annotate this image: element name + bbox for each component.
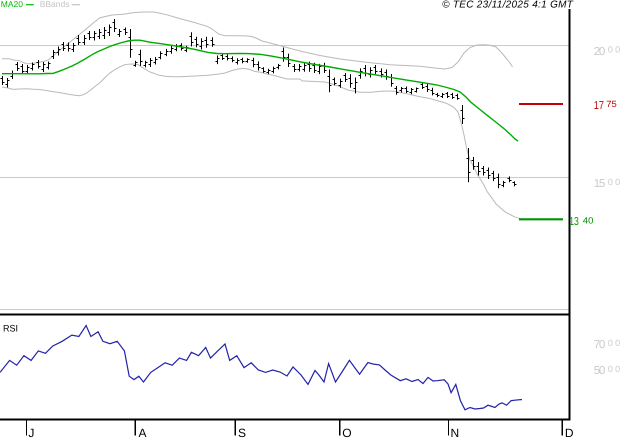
svg-text:50: 50 — [594, 365, 606, 377]
svg-text:17: 17 — [594, 100, 604, 112]
svg-text:20: 20 — [594, 46, 606, 58]
svg-text:RSI: RSI — [3, 323, 18, 334]
svg-text:40: 40 — [583, 216, 594, 226]
svg-text:75: 75 — [606, 99, 617, 109]
svg-text:13: 13 — [569, 216, 579, 228]
svg-text:MA20: MA20 — [1, 0, 23, 9]
svg-text:© TEC 23/11/2025 4:1 GMT: © TEC 23/11/2025 4:1 GMT — [442, 0, 574, 11]
svg-text:O: O — [342, 426, 351, 440]
svg-text:N: N — [451, 426, 460, 440]
svg-text:BBands: BBands — [40, 0, 70, 9]
svg-text:15: 15 — [594, 178, 606, 190]
svg-text:70: 70 — [594, 339, 606, 351]
svg-text:D: D — [565, 426, 574, 440]
svg-text:S: S — [238, 426, 246, 440]
svg-text:J: J — [28, 426, 34, 440]
svg-text:A: A — [139, 426, 147, 440]
